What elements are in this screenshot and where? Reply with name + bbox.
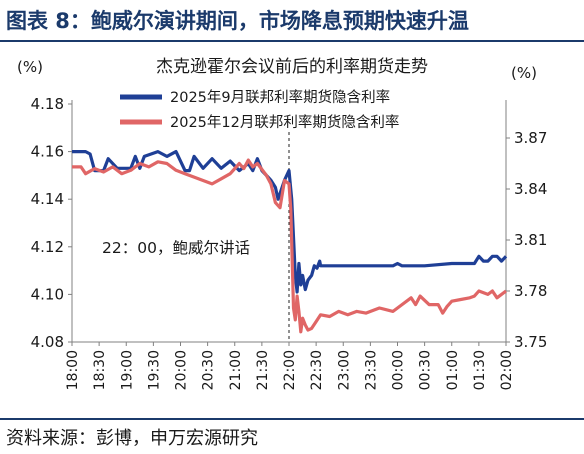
left-tick-label: 4.18 bbox=[31, 95, 64, 113]
left-tick-label: 4.08 bbox=[31, 333, 64, 351]
axes-layer: 4.08 4.10 4.12 4.14 4.16 4.18 3.75 3.78 3.81 3.84… bbox=[31, 95, 548, 390]
x-tick-label: 20:30 bbox=[201, 350, 217, 390]
x-tick-label: 18:30 bbox=[92, 350, 108, 390]
source-note: 资料来源：彭博，申万宏源研究 bbox=[6, 428, 258, 449]
series-layer bbox=[72, 150, 508, 334]
right-tick-label: 3.81 bbox=[514, 231, 547, 249]
right-axis-unit: (%) bbox=[511, 64, 537, 82]
x-tick-label: 23:00 bbox=[336, 350, 352, 390]
x-tick-label: 19:00 bbox=[119, 350, 135, 390]
x-tick-label: 00:30 bbox=[418, 350, 434, 390]
x-tick-label: 18:00 bbox=[65, 350, 81, 390]
chart-title: 杰克逊霍尔会议前后的利率期货走势 bbox=[156, 57, 428, 77]
x-tick-label: 01:30 bbox=[472, 350, 488, 390]
x-tick-label: 22:30 bbox=[309, 350, 325, 390]
legend-label-sep: 2025年9月联邦利率期货隐含利率 bbox=[170, 89, 390, 106]
right-tick-label: 3.84 bbox=[514, 180, 547, 198]
right-tick-label: 3.75 bbox=[514, 333, 547, 351]
footer-divider bbox=[0, 418, 584, 420]
left-tick-label: 4.12 bbox=[31, 238, 64, 256]
x-tick-label: 22:00 bbox=[282, 350, 298, 390]
left-tick-label: 4.16 bbox=[31, 143, 64, 161]
left-axis-unit: (%) bbox=[17, 58, 43, 76]
header-divider bbox=[0, 40, 584, 42]
left-tick-label: 4.14 bbox=[31, 190, 64, 208]
x-tick-label: 23:30 bbox=[363, 350, 379, 390]
x-tick-label: 02:00 bbox=[499, 350, 515, 390]
series-line-dec bbox=[72, 158, 507, 334]
left-tick-label: 4.10 bbox=[31, 285, 64, 303]
right-tick-label: 3.78 bbox=[514, 282, 547, 300]
event-annotation: 22：00，鲍威尔讲话 bbox=[102, 239, 250, 257]
figure-header: 图表 8：鲍威尔演讲期间，市场降息预期快速升温 bbox=[0, 0, 584, 40]
x-tick-label: 19:30 bbox=[146, 350, 162, 390]
legend-label-dec: 2025年12月联邦利率期货隐含利率 bbox=[170, 114, 399, 131]
x-tick-label: 20:00 bbox=[174, 350, 190, 390]
x-tick-label: 00:00 bbox=[391, 350, 407, 390]
figure-title: 图表 8：鲍威尔演讲期间，市场降息预期快速升温 bbox=[6, 9, 469, 33]
x-tick-label: 21:00 bbox=[228, 350, 244, 390]
x-tick-label: 01:00 bbox=[445, 350, 461, 390]
x-tick-label: 21:30 bbox=[255, 350, 271, 390]
chart-svg: 杰克逊霍尔会议前后的利率期货走势 (%) (%) 2025年9月联邦利率期货隐含… bbox=[17, 57, 548, 390]
right-tick-label: 3.87 bbox=[514, 129, 547, 147]
